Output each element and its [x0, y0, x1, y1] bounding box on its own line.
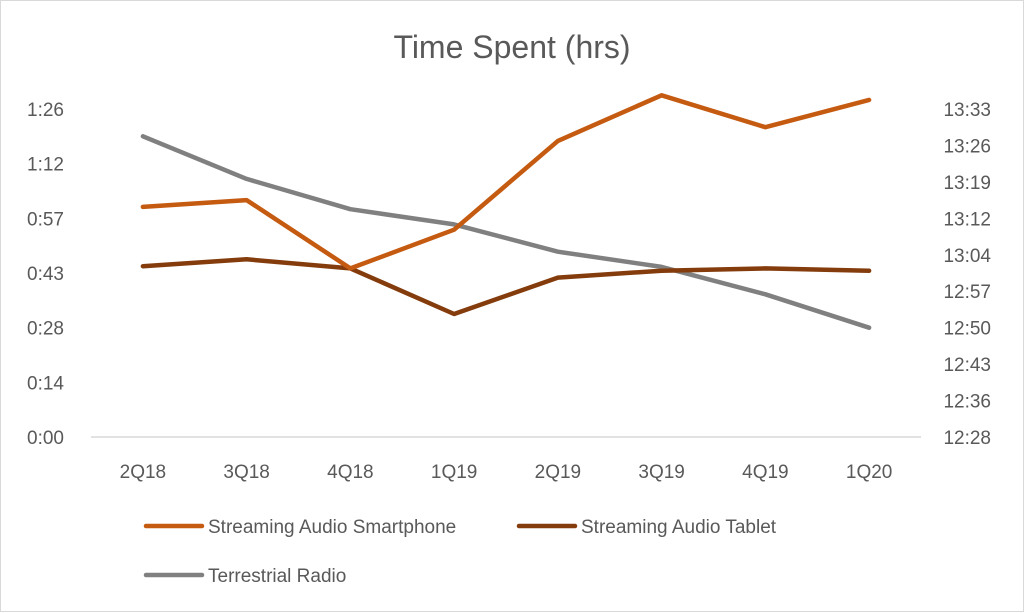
x-axis: 2Q18 3Q18 4Q18 1Q19 2Q19 3Q19 4Q19 1Q20 [120, 462, 893, 483]
legend-label: Terrestrial Radio [208, 566, 346, 587]
right-tick-label: 13:26 [943, 136, 991, 157]
right-tick-label: 13:19 [943, 173, 991, 194]
left-tick-label: 0:43 [27, 264, 64, 285]
series-line-2 [143, 259, 869, 314]
left-tick-label: 0:28 [27, 319, 64, 340]
x-tick-label: 1Q20 [846, 462, 892, 483]
x-tick-label: 4Q19 [742, 462, 788, 483]
x-tick-label: 3Q18 [223, 462, 269, 483]
left-axis: 0:00 0:14 0:28 0:43 0:57 1:12 1:26 [27, 100, 64, 449]
left-tick-label: 0:14 [27, 373, 64, 394]
right-tick-label: 13:04 [943, 246, 991, 267]
right-tick-label: 12:57 [943, 282, 991, 303]
x-tick-label: 2Q19 [535, 462, 581, 483]
series-lines [143, 95, 869, 328]
x-tick-label: 2Q18 [120, 462, 166, 483]
legend: Streaming Audio Smartphone Streaming Audi… [146, 517, 777, 587]
x-tick-label: 1Q19 [431, 462, 477, 483]
x-tick-label: 3Q19 [638, 462, 684, 483]
right-tick-label: 12:36 [943, 392, 991, 413]
right-axis: 12:28 12:36 12:43 12:50 12:57 13:04 13:12 13:19… [943, 100, 991, 449]
legend-label: Streaming Audio Smartphone [208, 517, 456, 538]
right-tick-label: 13:12 [943, 209, 991, 230]
right-tick-label: 13:33 [943, 100, 991, 121]
right-tick-label: 12:28 [943, 428, 991, 449]
left-tick-label: 0:57 [27, 209, 64, 230]
right-tick-label: 12:50 [943, 319, 991, 340]
left-tick-label: 1:26 [27, 100, 64, 121]
legend-label: Streaming Audio Tablet [581, 517, 777, 538]
right-tick-label: 12:43 [943, 355, 991, 376]
chart-title: Time Spent (hrs) [393, 29, 630, 65]
series-line-3 [143, 136, 869, 327]
x-tick-label: 4Q18 [327, 462, 373, 483]
left-tick-label: 0:00 [27, 428, 64, 449]
left-tick-label: 1:12 [27, 155, 64, 176]
